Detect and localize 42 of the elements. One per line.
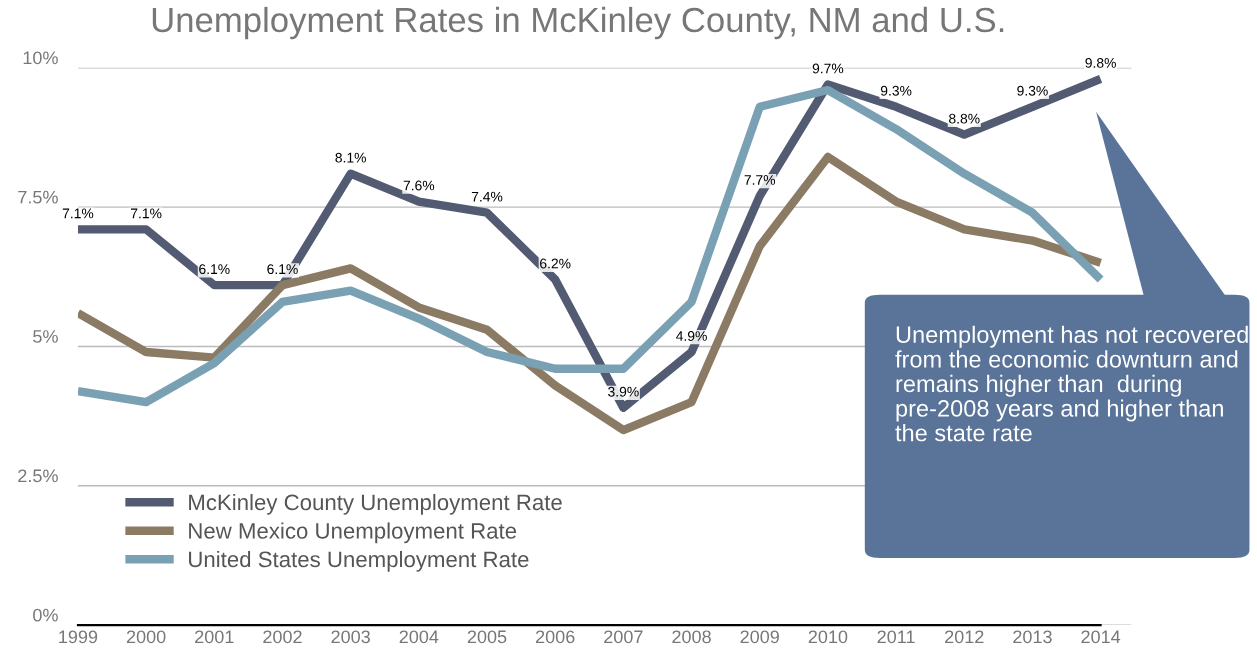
data-label: 7.1% [62, 208, 94, 219]
data-label: 6.1% [199, 264, 230, 275]
legend-label: McKinley County Unemployment Rate [189, 493, 562, 515]
x-tick-label: 2008 [672, 630, 711, 644]
data-label: 7.4% [471, 191, 503, 202]
data-label: 7.7% [744, 175, 776, 185]
y-tick-label: 0% [33, 608, 58, 622]
data-label: 8.8% [949, 113, 980, 124]
x-tick-label: 2000 [126, 630, 166, 644]
data-label: 8.1% [335, 152, 366, 163]
y-tick-label: 2.5% [18, 469, 58, 483]
data-label: 9.3% [1017, 85, 1048, 96]
x-tick-label: 2005 [467, 630, 507, 644]
x-tick-label: 2006 [536, 630, 575, 644]
x-tick-label: 2013 [1013, 630, 1052, 644]
x-tick-label: 2011 [877, 630, 915, 644]
data-label: 9.7% [812, 63, 844, 74]
data-label: 7.6% [403, 180, 435, 191]
x-tick-label: 2002 [263, 630, 302, 644]
legend-label: New Mexico Unemployment Rate [189, 522, 517, 544]
x-tick-label: 2007 [604, 630, 643, 644]
x-tick-label: 2012 [945, 630, 984, 644]
y-tick-label: 7.5% [18, 190, 58, 204]
x-tick-label: 2010 [808, 630, 848, 644]
data-label: 9.3% [880, 85, 912, 96]
annotation: Unemployment has not recovered from the economic downturn and remains higher than during pre-2008 years and higher than the state rate [895, 325, 1248, 442]
x-tick-label: 2004 [399, 630, 439, 644]
x-tick-label: 2009 [740, 630, 779, 644]
data-label: 9.8% [1085, 57, 1116, 68]
data-label: 6.1% [267, 264, 298, 275]
x-tick-label: 2014 [1081, 630, 1121, 644]
y-tick-label: 10% [23, 51, 58, 65]
x-tick-label: 1999 [59, 630, 98, 644]
x-tick-label: 2003 [331, 630, 370, 644]
data-label: 4.9% [676, 331, 707, 341]
legend-label: United States Unemployment Rate [189, 550, 529, 572]
chart-title: Unemployment Rates in McKinley County, NM and U.S. [152, 6, 1004, 40]
data-label: 7.1% [131, 208, 162, 219]
data-label: 6.2% [540, 258, 571, 269]
x-tick-label: 2001 [195, 630, 234, 644]
data-label: 3.9% [608, 386, 639, 397]
y-tick-label: 5% [33, 330, 58, 343]
